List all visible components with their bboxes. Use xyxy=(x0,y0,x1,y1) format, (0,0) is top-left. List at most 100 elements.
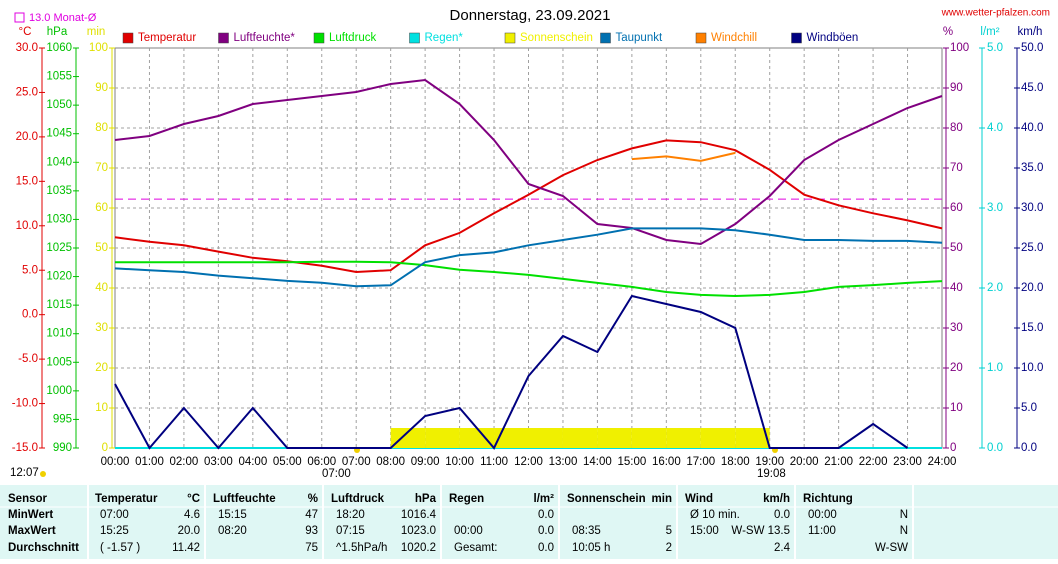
column-header: Luftdruck xyxy=(331,493,385,505)
table-cell: Gesamt: xyxy=(454,542,497,554)
y-tick-label: 5.0 xyxy=(1021,402,1037,414)
axis-unit: °C xyxy=(19,26,32,38)
y-tick-label: 1035 xyxy=(46,185,72,197)
y-tick-label: 1050 xyxy=(46,99,72,111)
table-cell: 0.0 xyxy=(538,525,554,537)
y-tick-label: 1025 xyxy=(46,242,72,254)
table-cell: 18:20 xyxy=(336,509,365,521)
x-tick-label: 23:00 xyxy=(893,456,922,468)
table-cell: 1023.0 xyxy=(401,525,436,537)
legend-label: Sonnenschein xyxy=(520,32,593,44)
sunset: 19:08 xyxy=(757,468,786,480)
table-cell: 1016.4 xyxy=(401,509,437,521)
y-tick-label: 0 xyxy=(950,442,956,454)
y-tick-label: 1030 xyxy=(46,213,72,225)
sunshine-bar xyxy=(494,428,529,448)
y-tick-label: 80 xyxy=(950,122,963,134)
y-tick-label: 40.0 xyxy=(1021,122,1043,134)
table-cell: 15:25 xyxy=(100,525,129,537)
x-tick-label: 18:00 xyxy=(721,456,750,468)
y-tick-label: 70 xyxy=(950,162,963,174)
series-line xyxy=(114,294,909,450)
x-tick-label: 24:00 xyxy=(928,456,957,468)
table-cell: 10:05 h xyxy=(572,542,610,554)
y-tick-label: 4.0 xyxy=(987,122,1003,134)
column-unit: % xyxy=(308,493,318,505)
row-label: Durchschnitt xyxy=(8,542,79,554)
series-line xyxy=(114,227,943,288)
table-cell: W-SW xyxy=(875,542,908,554)
x-tick-label: 07:00 xyxy=(342,456,371,468)
table-cell: 2.4 xyxy=(774,542,791,554)
stats-table xyxy=(0,485,1058,559)
x-tick-label: 00:00 xyxy=(101,456,130,468)
legend-label: Windböen xyxy=(807,32,859,44)
y-tick-label: 20.0 xyxy=(1021,282,1043,294)
table-cell: ^1.5hPa/h xyxy=(336,542,387,554)
table-cell: 15:00 xyxy=(690,525,719,537)
y-tick-label: 10.0 xyxy=(16,220,38,232)
table-cell: Ø 10 min. xyxy=(690,509,740,521)
sunshine-bar xyxy=(425,428,460,448)
x-tick-label: 22:00 xyxy=(859,456,888,468)
sun-icon xyxy=(40,471,46,477)
table-cell: 47 xyxy=(305,509,318,521)
x-tick-label: 04:00 xyxy=(238,456,267,468)
column-header: Temperatur xyxy=(95,493,158,505)
axis-unit: min xyxy=(87,26,106,38)
axis-unit: l/m² xyxy=(980,26,999,38)
column-header: Richtung xyxy=(803,493,853,505)
y-tick-label: 1040 xyxy=(46,156,72,168)
table-cell: 93 xyxy=(305,525,318,537)
series-line xyxy=(631,151,736,162)
y-tick-label: 1005 xyxy=(46,356,72,368)
column-header: Regen xyxy=(449,493,484,505)
month-avg-icon xyxy=(14,12,25,23)
y-tick-label: 50 xyxy=(95,242,108,254)
y-tick-label: 80 xyxy=(95,122,108,134)
table-cell: 08:35 xyxy=(572,525,601,537)
series-line xyxy=(114,78,943,246)
table-cell: 07:15 xyxy=(336,525,365,537)
legend-swatch xyxy=(695,32,707,44)
x-tick-label: 01:00 xyxy=(135,456,164,468)
y-tick-label: 30 xyxy=(950,322,963,334)
x-tick-label: 02:00 xyxy=(170,456,199,468)
legend-swatch xyxy=(122,32,134,44)
sunshine-bar xyxy=(562,428,598,448)
y-tick-label: 90 xyxy=(950,82,963,94)
legend-swatch xyxy=(600,32,611,44)
y-tick-label: 1015 xyxy=(46,299,72,311)
y-tick-label: 90 xyxy=(95,82,108,94)
x-tick-label: 16:00 xyxy=(652,456,681,468)
y-tick-label: 20.0 xyxy=(16,131,38,143)
x-tick-label: 11:00 xyxy=(480,456,508,468)
x-tick-label: 06:00 xyxy=(307,456,336,468)
table-cell: 11.42 xyxy=(172,542,200,554)
y-tick-label: 30.0 xyxy=(1021,202,1043,214)
y-tick-label: 20 xyxy=(950,362,963,374)
legend-swatch xyxy=(409,32,420,44)
x-tick-label: 08:00 xyxy=(376,456,405,468)
y-tick-label: 990 xyxy=(53,442,72,454)
sunshine-bar xyxy=(528,428,563,448)
legend-label: Luftdruck xyxy=(329,32,377,44)
y-tick-label: 20 xyxy=(95,362,108,374)
y-tick-label: 40 xyxy=(95,282,108,294)
table-cell: N xyxy=(900,509,908,521)
y-tick-label: -10.0 xyxy=(12,398,38,410)
y-tick-label: 100 xyxy=(89,42,108,54)
table-cell: 11:00 xyxy=(808,525,836,537)
y-tick-label: 10 xyxy=(95,402,108,414)
series-line xyxy=(114,139,943,274)
x-tick-label: 21:00 xyxy=(824,456,853,468)
axis-unit: % xyxy=(943,26,953,38)
y-tick-label: -5.0 xyxy=(18,353,38,365)
table-cell: 0.0 xyxy=(774,509,790,521)
table-cell: 07:00 xyxy=(100,509,129,521)
x-tick-label: 20:00 xyxy=(790,456,819,468)
table-cell: 5 xyxy=(666,525,672,537)
series-line xyxy=(115,260,943,298)
table-cell: 4.6 xyxy=(184,509,200,521)
